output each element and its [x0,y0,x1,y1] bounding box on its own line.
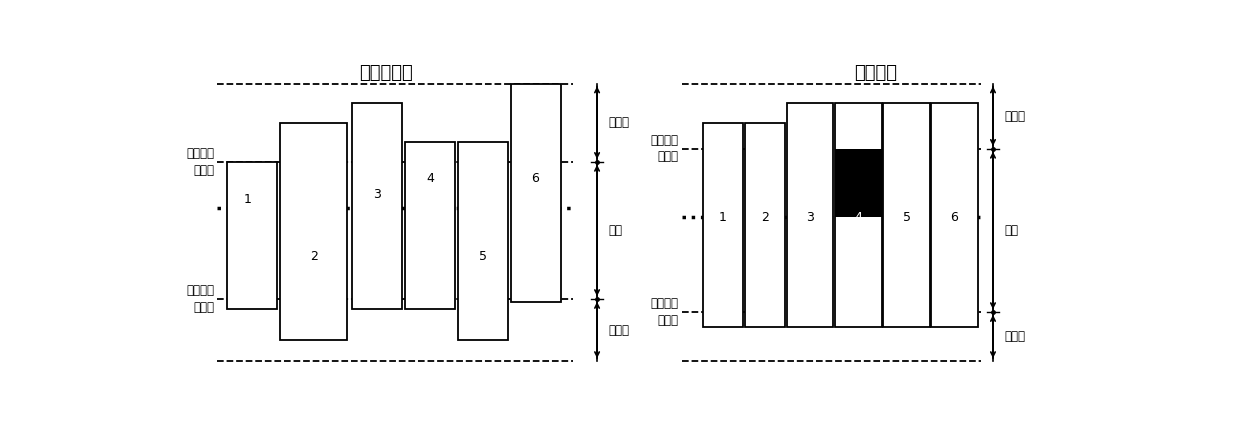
Bar [227,162,277,309]
Text: 不可用: 不可用 [1004,110,1025,123]
Text: 不均衡状态: 不均衡状态 [358,64,413,82]
Bar [280,123,347,340]
Text: 截止线: 截止线 [657,314,678,327]
Text: 5: 5 [479,250,487,263]
Bar [352,103,402,309]
Bar [511,84,560,302]
Text: 截止线: 截止线 [193,164,215,176]
Text: 不可用: 不可用 [609,324,630,337]
Text: 放电电量: 放电电量 [651,297,678,310]
Bar [836,149,882,218]
Text: 不可用: 不可用 [609,116,630,129]
Text: 1: 1 [243,193,252,206]
Bar [883,103,930,327]
Text: 5: 5 [903,211,910,224]
Text: 均衡状态: 均衡状态 [854,64,898,82]
Text: 4: 4 [425,172,434,185]
Bar [931,103,977,327]
Text: 6: 6 [532,172,539,185]
Text: 可用: 可用 [609,224,622,237]
Text: 放电电量: 放电电量 [186,285,215,297]
Text: 2: 2 [310,250,317,263]
Text: 充电电量: 充电电量 [186,147,215,160]
Text: 6: 6 [951,211,959,224]
Text: 截止线: 截止线 [193,301,215,314]
Bar [787,103,833,327]
Text: 3: 3 [806,211,815,224]
Bar [745,123,785,327]
Text: 3: 3 [373,188,381,201]
Text: 4: 4 [854,211,862,223]
Text: 1: 1 [719,211,727,224]
Text: 可用: 可用 [1004,224,1018,237]
Bar [404,142,455,309]
Text: 不可用: 不可用 [1004,330,1025,343]
Bar [836,103,882,327]
Bar [458,142,507,340]
Text: 充电电量: 充电电量 [651,134,678,147]
Bar [703,123,743,327]
Text: 2: 2 [761,211,769,224]
Text: 截止线: 截止线 [657,151,678,164]
